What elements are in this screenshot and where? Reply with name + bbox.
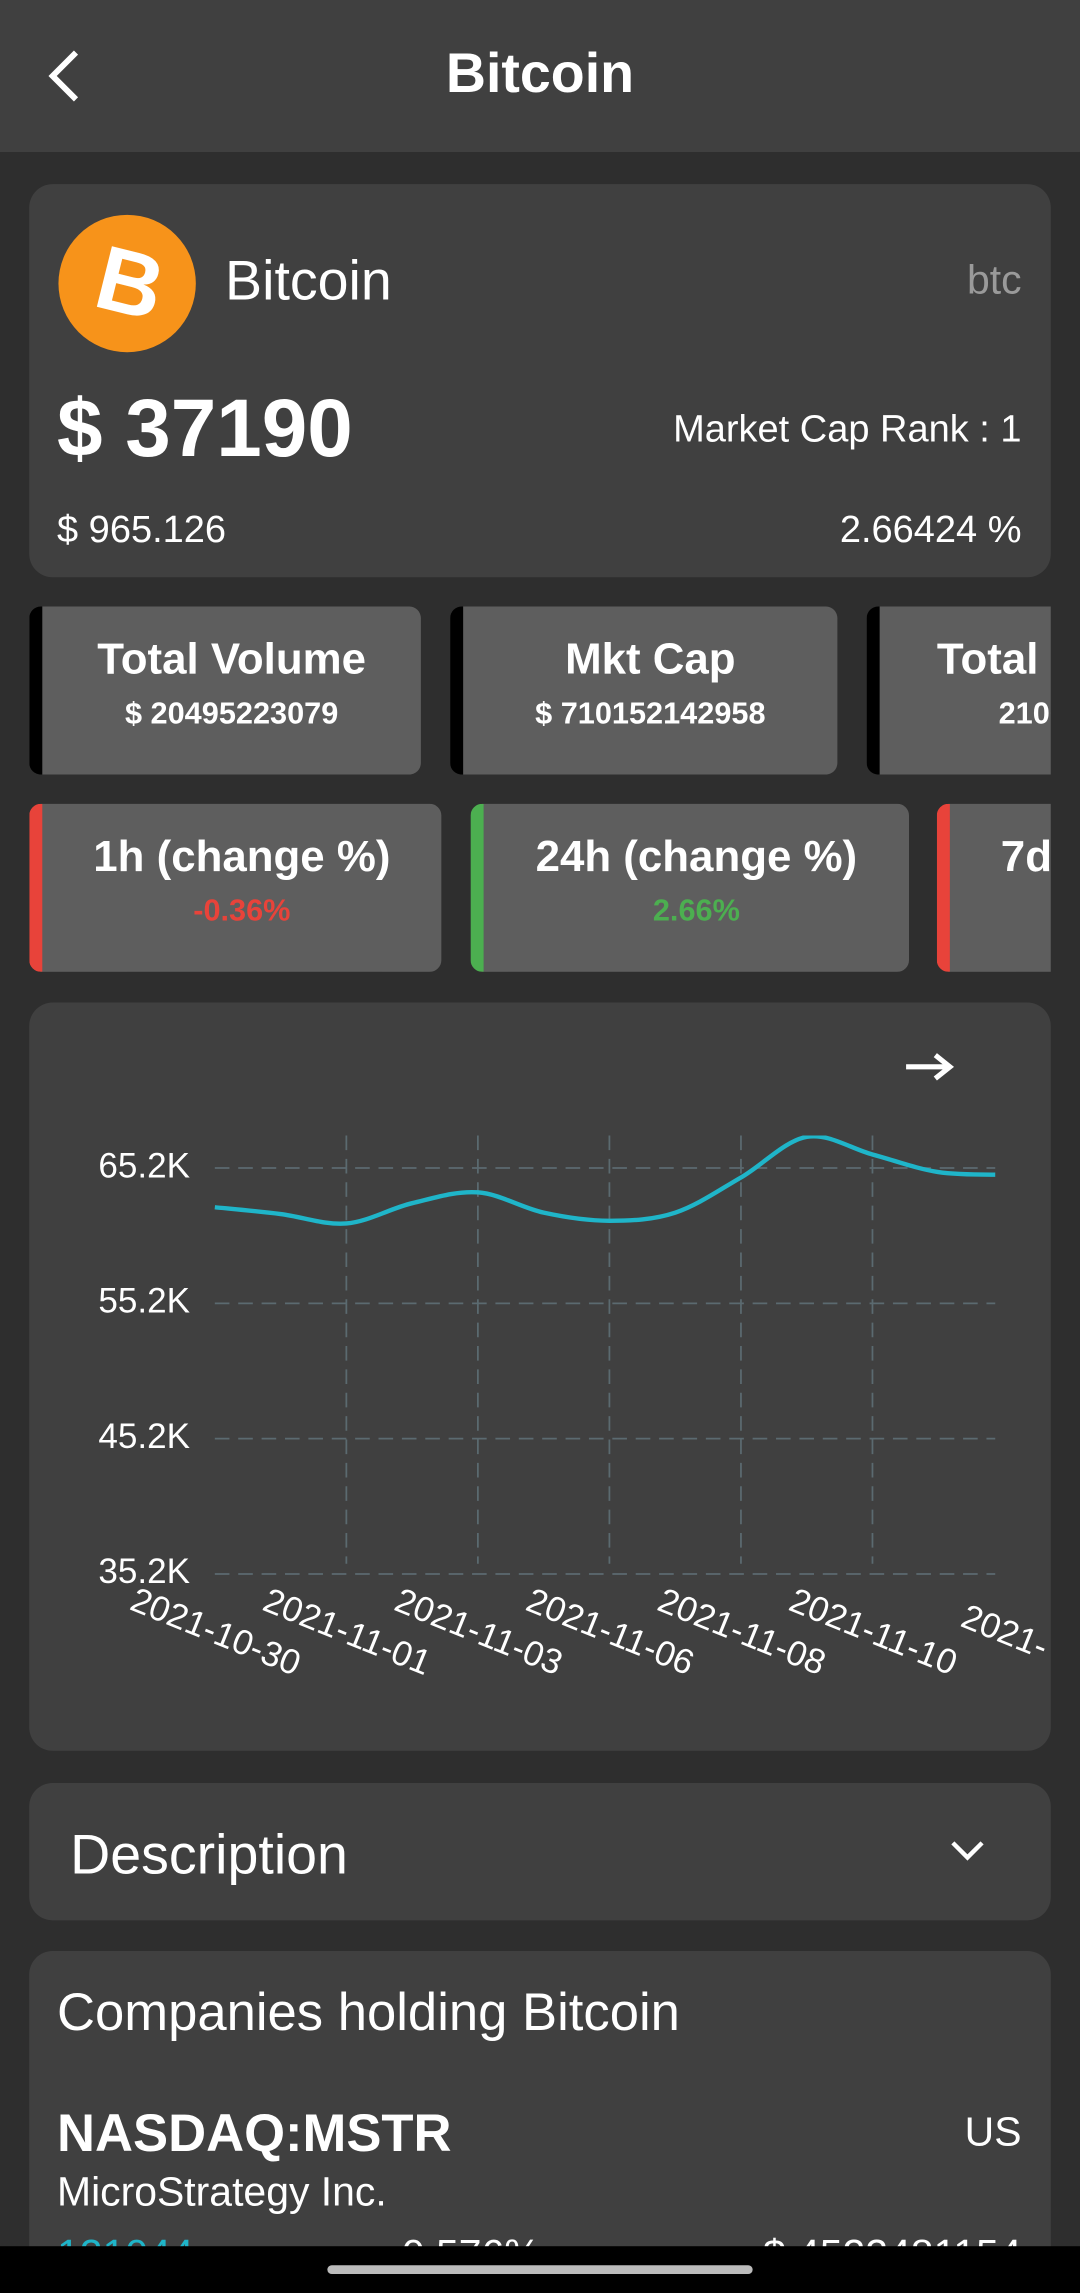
home-handle[interactable] <box>327 2265 753 2274</box>
y-tick-label: 55.2K <box>98 1282 190 1321</box>
company-name: MicroStrategy Inc. <box>56 2168 387 2215</box>
stat-label: Mkt Cap <box>565 635 736 684</box>
company-country: US <box>964 2108 1022 2155</box>
price-line <box>214 1135 996 1226</box>
next-arrow[interactable] <box>906 1053 955 1081</box>
expand-icon[interactable] <box>947 1836 988 1865</box>
change-label: 7d (change %) <box>1000 833 1051 882</box>
change-card[interactable]: 1h (change %) -0.36% <box>29 803 442 972</box>
coin-logo: B <box>58 214 196 353</box>
description-card[interactable]: Description <box>29 1782 1051 1921</box>
company-symbol: NASDAQ:MSTR <box>56 2102 452 2163</box>
change-card[interactable]: 24h (change %) 2.66% <box>470 803 910 972</box>
companies-card: Companies holding Bitcoin NASDAQ:MSTR US… <box>29 1951 1051 2293</box>
description-title: Description <box>70 1825 348 1887</box>
stat-value: $ 710152142958 <box>535 697 766 731</box>
coin-symbol: btc <box>966 257 1022 303</box>
stats-row: Total Volume $ 20495223079 Mkt Cap $ 71015… <box>29 606 1051 775</box>
x-tick-label: 2021- <box>956 1597 1051 1667</box>
stat-label: Total Supply <box>936 635 1051 684</box>
y-tick-label: 45.2K <box>98 1417 190 1456</box>
app-bar: Bitcoin <box>0 0 1080 152</box>
screen-title: Bitcoin <box>445 43 635 106</box>
stat-value: $ 20495223079 <box>124 697 339 731</box>
y-tick-label: 35.2K <box>98 1552 190 1591</box>
price-change: $ 965.126 <box>56 507 227 551</box>
coin-price: $ 37190 <box>56 381 353 474</box>
price-change-percent: 2.66424 % <box>839 507 1022 551</box>
changes-row: 1h (change %) -0.36% 24h (change %) 2.66% … <box>29 803 1051 972</box>
nav-bar <box>0 2246 1080 2293</box>
chart-card: 35.2K 45.2K 55.2K 65.2K 2021-10-30 2021-11-01… <box>29 1002 1051 1751</box>
coin-name: Bitcoin <box>225 251 392 313</box>
back-button[interactable] <box>41 47 88 105</box>
y-tick-label: 65.2K <box>98 1146 190 1185</box>
change-card[interactable]: 7d (change %) <box>936 803 1051 972</box>
stat-card[interactable]: Mkt Cap $ 710152142958 <box>450 606 838 775</box>
stat-value: 21000000 <box>998 697 1051 731</box>
change-value: -0.36% <box>193 894 291 929</box>
chart: 35.2K45.2K55.2K65.2K2021-10-302021-11-01… <box>98 1053 1051 1683</box>
change-value: 2.66% <box>652 894 740 929</box>
stat-card[interactable]: Total Supply 21000000 <box>866 606 1051 775</box>
stat-card[interactable]: Total Volume $ 20495223079 <box>29 606 421 775</box>
companies-title: Companies holding Bitcoin <box>56 1981 680 2042</box>
change-label: 24h (change %) <box>535 833 858 882</box>
change-label: 1h (change %) <box>93 833 391 882</box>
coin-card: B Bitcoin btc $ 37190 Market Cap Rank : … <box>29 184 1051 578</box>
market-cap-rank: Market Cap Rank : 1 <box>673 406 1022 451</box>
stat-label: Total Volume <box>97 635 367 684</box>
